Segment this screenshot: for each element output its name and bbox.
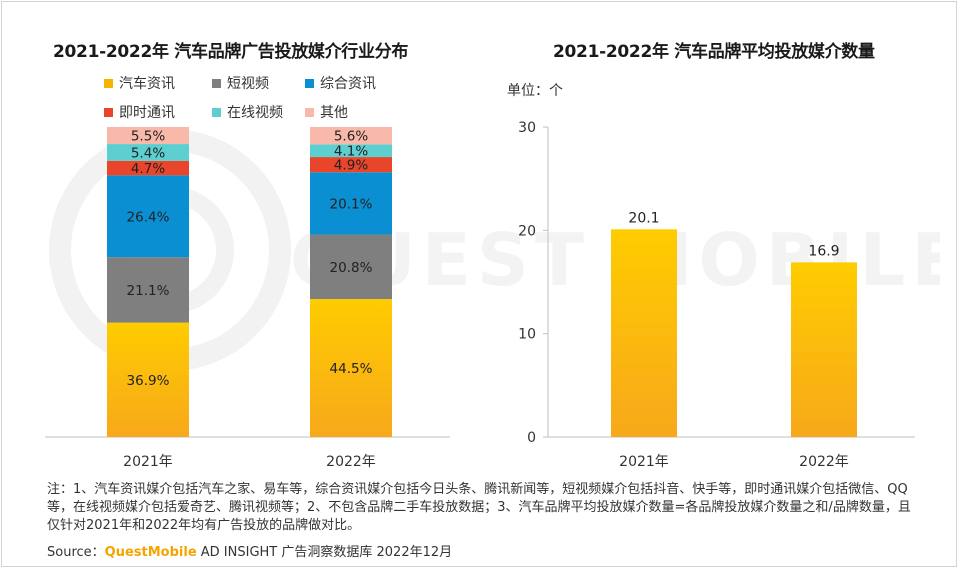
bar-segment-3-2021年	[107, 160, 189, 176]
data-label: 26.4%	[127, 209, 170, 225]
data-label: 20.1%	[330, 196, 373, 212]
y-tick-label: 10	[518, 327, 536, 343]
charts-canvas: 36.9% 21.1% 26.4% 4.7%5.4%5.5% 2021年 44.5% 20.…	[45, 120, 915, 470]
bar-segment-4-2021年	[107, 144, 189, 161]
legend-label: 其他	[320, 105, 348, 121]
avg-bar-2022年	[791, 262, 857, 437]
source-prefix: Source：	[47, 545, 105, 560]
legend-swatch	[104, 78, 113, 88]
data-label: 4.1%	[334, 144, 368, 160]
bar-segment-5-2022年	[310, 127, 392, 145]
data-label: 5.4%	[131, 145, 165, 161]
bar-segment-3-2022年	[310, 157, 392, 173]
stacked-bar-chart: 36.9% 21.1% 26.4% 4.7%5.4%5.5% 2021年 44.5% 20.…	[45, 127, 450, 470]
data-label: 36.9%	[127, 373, 170, 389]
legend-short-video: 短视频	[212, 73, 269, 93]
data-label: 5.5%	[131, 129, 165, 145]
avg-bar-2021年	[611, 229, 677, 437]
data-label: 16.9	[808, 243, 839, 259]
legend-swatch	[305, 107, 314, 117]
legend-swatch	[212, 107, 221, 117]
y-tick-label: 0	[527, 430, 536, 446]
bar-segment-4-2022年	[310, 144, 392, 158]
bar-segment-0-2021年	[107, 322, 189, 437]
right-chart-title: 2021-2022年 汽车品牌平均投放媒介数量	[553, 42, 875, 62]
y-tick-label: 30	[518, 120, 536, 136]
legend-online-video: 在线视频	[212, 102, 283, 122]
legend-label: 即时通讯	[119, 105, 175, 121]
x-tick-label: 2021年	[123, 454, 173, 470]
data-label: 20.8%	[330, 260, 373, 276]
x-tick-label: 2022年	[326, 454, 376, 470]
x-tick-label: 2022年	[799, 454, 849, 470]
legend-general-info: 综合资讯	[305, 73, 376, 93]
legend-label: 短视频	[227, 76, 269, 92]
data-label: 5.6%	[334, 129, 368, 145]
data-label: 44.5%	[330, 361, 373, 377]
legend-auto-info: 汽车资讯	[104, 73, 175, 93]
average-bar-chart: 0 10 20 30 20.1 2021年 16.9 2022年	[518, 120, 915, 470]
source-brand: QuestMobile	[104, 545, 197, 560]
source-rest: AD INSIGHT 广告洞察数据库 2022年12月	[196, 545, 453, 560]
bar-segment-1-2021年	[107, 257, 189, 323]
y-tick-label: 20	[518, 223, 536, 239]
legend-instant-msg: 即时通讯	[104, 102, 175, 122]
data-label: 20.1	[628, 210, 659, 226]
legend-other: 其他	[305, 102, 348, 122]
data-label: 21.1%	[127, 283, 170, 299]
bar-segment-1-2022年	[310, 234, 392, 300]
legend-label: 汽车资讯	[119, 76, 175, 92]
bar-segment-2-2021年	[107, 175, 189, 258]
legend-label: 综合资讯	[320, 76, 376, 92]
legend-swatch	[104, 107, 113, 117]
source-line: Source：QuestMobile AD INSIGHT 广告洞察数据库 20…	[47, 541, 452, 560]
legend-swatch	[305, 78, 314, 88]
data-label: 4.9%	[334, 158, 368, 174]
left-chart-title: 2021-2022年 汽车品牌广告投放媒介行业分布	[53, 42, 409, 62]
legend-swatch	[212, 78, 221, 88]
legend-label: 在线视频	[227, 105, 283, 121]
x-tick-label: 2021年	[619, 454, 669, 470]
unit-label: 单位：个	[507, 83, 563, 99]
bar-segment-5-2021年	[107, 127, 189, 145]
data-label: 4.7%	[131, 161, 165, 177]
footnote: 注：1、汽车资讯媒介包括汽车之家、易车等，综合资讯媒介包括今日头条、腾讯新闻等，…	[47, 482, 911, 533]
bar-segment-2-2022年	[310, 172, 392, 235]
bar-segment-0-2022年	[310, 299, 392, 437]
